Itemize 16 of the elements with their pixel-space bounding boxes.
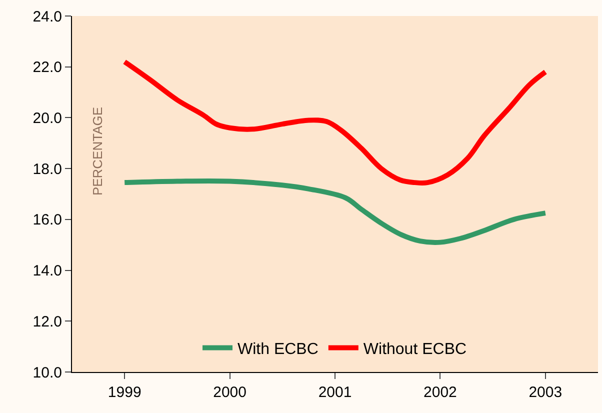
y-tick-label: 18.0 bbox=[32, 160, 62, 178]
legend-label: Without ECBC bbox=[363, 341, 467, 358]
x-tick-label: 2003 bbox=[528, 384, 562, 401]
x-tick-label: 1999 bbox=[108, 384, 142, 401]
y-tick-label: 16.0 bbox=[32, 212, 62, 229]
y-tick-label: 24.0 bbox=[32, 8, 62, 26]
y-tick-label: 12.0 bbox=[32, 313, 62, 330]
y-tick-label: 14.0 bbox=[32, 262, 62, 280]
legend-label: With ECBC bbox=[238, 341, 318, 358]
y-tick-label: 10.0 bbox=[32, 364, 62, 382]
x-tick-label: 2001 bbox=[318, 384, 352, 401]
x-tick-label: 2000 bbox=[213, 384, 246, 401]
y-axis-title: PERCENTAGE bbox=[90, 106, 105, 196]
x-tick-label: 2002 bbox=[424, 384, 457, 401]
y-tick-label: 20.0 bbox=[32, 110, 62, 127]
y-tick-label: 22.0 bbox=[32, 59, 62, 76]
